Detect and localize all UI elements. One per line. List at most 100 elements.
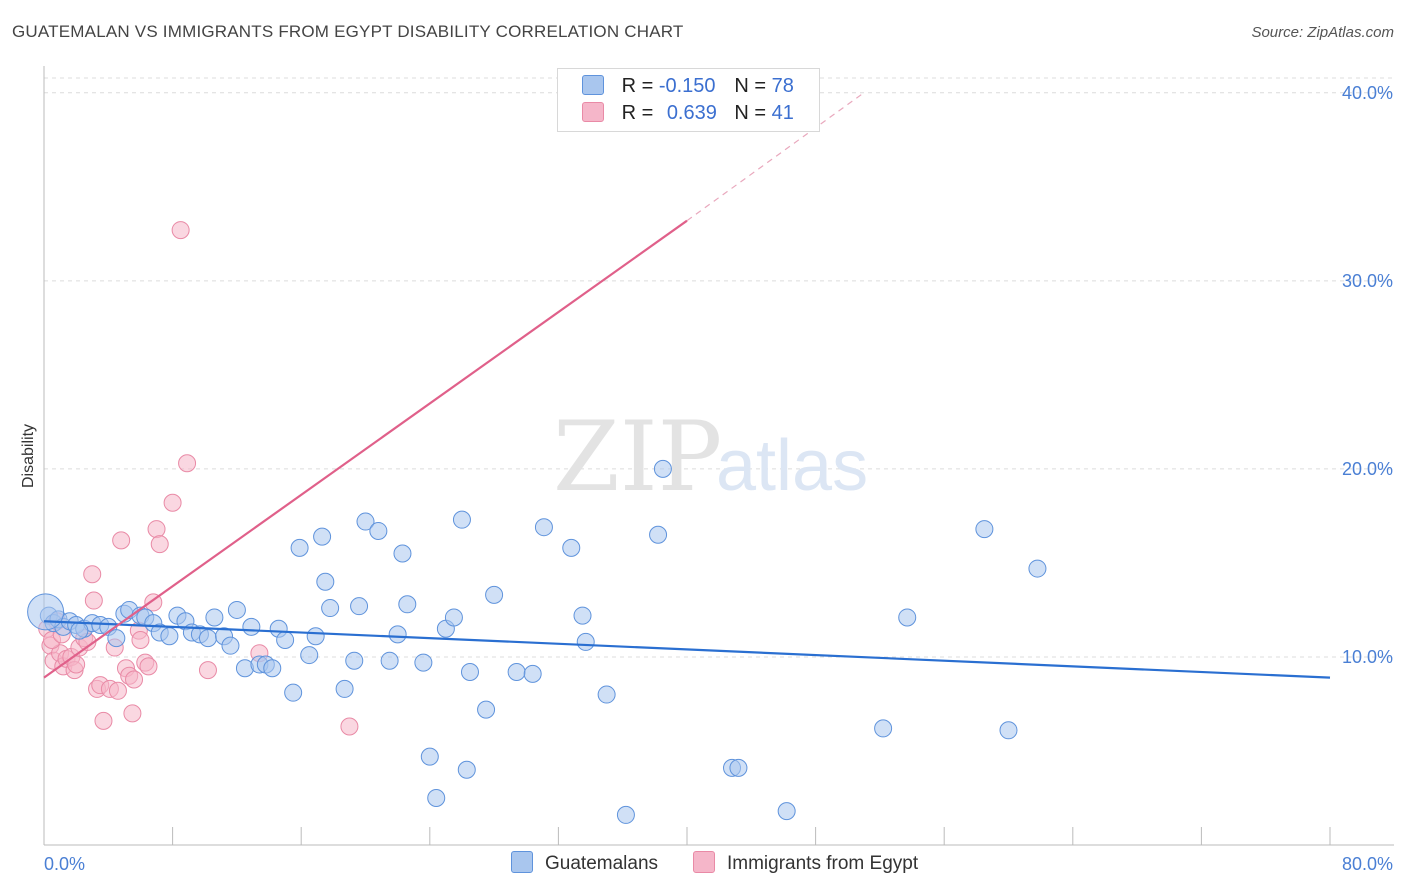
guatemalan-point — [306, 627, 325, 646]
guatemalan-point — [777, 802, 796, 821]
guatemalan-point — [616, 805, 635, 824]
guatemalan-point — [414, 653, 433, 672]
watermark-zip: ZIP — [553, 401, 722, 513]
correlation-legend: R = -0.150 N = 78 R = 0.639 N = 41 — [557, 68, 820, 132]
axes — [43, 66, 1394, 846]
guatemalan-point — [263, 659, 282, 678]
egypt-point — [147, 520, 166, 539]
bottom-legend-label-egypt: Immigrants from Egypt — [727, 853, 919, 874]
guatemalan-point — [227, 600, 246, 619]
egypt-point — [139, 657, 158, 676]
watermark: ZIP atlas — [553, 401, 868, 513]
guatemalan-point — [160, 627, 179, 646]
guatemalan-point — [356, 512, 375, 531]
guatemalan-point — [573, 606, 592, 625]
guatemalan-point — [27, 593, 65, 631]
guatemalan-point — [316, 572, 335, 591]
guatemalan-point — [70, 621, 89, 640]
guatemalan-point — [523, 664, 542, 683]
guatemalan-point — [562, 538, 581, 557]
axis-ticks: 10.0% 20.0% 30.0% 40.0% 0.0% 80.0% — [43, 83, 1393, 874]
guatemalan-points — [27, 459, 1047, 824]
y-tick-label: 10.0% — [1342, 647, 1393, 667]
guatemalan-point — [427, 788, 446, 807]
guatemalan-point — [507, 662, 526, 681]
guatemalan-point — [198, 629, 217, 648]
guatemalan-point — [345, 651, 364, 670]
x-tick-label-max: 80.0% — [1342, 854, 1393, 874]
guatemalan-point — [597, 685, 616, 704]
y-tick-label: 40.0% — [1342, 83, 1393, 103]
legend-r-label: R = — [621, 102, 654, 124]
guatemalan-point — [350, 597, 369, 616]
guatemalan-point — [576, 632, 595, 651]
bottom-legend-guatemalans: Guatemalans — [511, 851, 658, 875]
legend-r-label: R = — [621, 75, 654, 97]
guatemalan-point — [444, 608, 463, 627]
egypt-point — [198, 661, 217, 680]
egypt-trend-line — [43, 219, 688, 679]
y-axis-label: Disability — [20, 424, 37, 488]
egypt-point — [150, 535, 169, 554]
guatemalan-point — [420, 747, 439, 766]
guatemalan-point — [898, 608, 917, 627]
guatemalan-point — [534, 518, 553, 537]
guatemalan-point — [729, 758, 748, 777]
guatemalan-point — [221, 636, 240, 655]
guatemalan-point — [369, 521, 388, 540]
egypt-point — [163, 493, 182, 512]
legend-r-value: -0.150 — [658, 75, 716, 97]
egypt-point — [94, 711, 113, 730]
guatemalan-point — [321, 599, 340, 618]
source-label: Source: ZipAtlas.com — [1251, 24, 1394, 41]
egypt-point — [83, 565, 102, 584]
guatemalan-point — [290, 538, 309, 557]
guatemalan-point — [300, 646, 319, 665]
guatemalan-point — [313, 527, 332, 546]
guatemalan-point — [335, 679, 354, 698]
guatemalan-point — [284, 683, 303, 702]
guatemalan-point — [649, 525, 668, 544]
egypt-point — [131, 631, 150, 650]
y-tick-label: 20.0% — [1342, 459, 1393, 479]
guatemalan-point — [653, 459, 672, 478]
x-tick-label-min: 0.0% — [44, 854, 85, 874]
legend-swatch-pink — [582, 102, 604, 122]
egypt-point — [84, 591, 103, 610]
bottom-legend-swatch-blue — [511, 851, 533, 873]
bottom-legend-swatch-pink — [693, 851, 715, 873]
legend-n-value: 78 — [771, 75, 794, 97]
egypt-point — [112, 531, 131, 550]
guatemalan-point — [975, 520, 994, 539]
guatemalan-point — [205, 608, 224, 627]
egypt-point — [178, 454, 197, 473]
legend-n-value: 41 — [771, 102, 794, 124]
legend-n-label: N = — [734, 102, 767, 124]
guatemalan-point — [276, 631, 295, 650]
egypt-trend-extension — [686, 92, 865, 222]
legend-swatch-blue — [582, 75, 604, 95]
chart-title: GUATEMALAN VS IMMIGRANTS FROM EGYPT DISA… — [12, 22, 684, 41]
y-tick-label: 30.0% — [1342, 271, 1393, 291]
guatemalan-point — [398, 595, 417, 614]
egypt-point — [125, 670, 144, 689]
egypt-point — [123, 704, 142, 723]
trend-lines — [43, 92, 1331, 679]
guatemalan-point — [242, 617, 261, 636]
guatemalan-point — [999, 721, 1018, 740]
egypt-point — [108, 681, 127, 700]
guatemalan-point — [457, 760, 476, 779]
guatemalan-trend-line — [43, 620, 1331, 679]
guatemalan-point — [107, 629, 126, 648]
guatemalan-point — [380, 651, 399, 670]
legend-n-label: N = — [734, 75, 767, 97]
legend-r-value: 0.639 — [666, 102, 717, 124]
guatemalan-point — [874, 719, 893, 738]
guatemalan-point — [477, 700, 496, 719]
guatemalan-point — [452, 510, 471, 529]
bottom-legend-label-guatemalans: Guatemalans — [545, 853, 659, 874]
guatemalan-point — [393, 544, 412, 563]
legend-row-egypt: R = 0.639 N = 41 — [582, 102, 794, 128]
watermark-atlas: atlas — [716, 426, 868, 506]
